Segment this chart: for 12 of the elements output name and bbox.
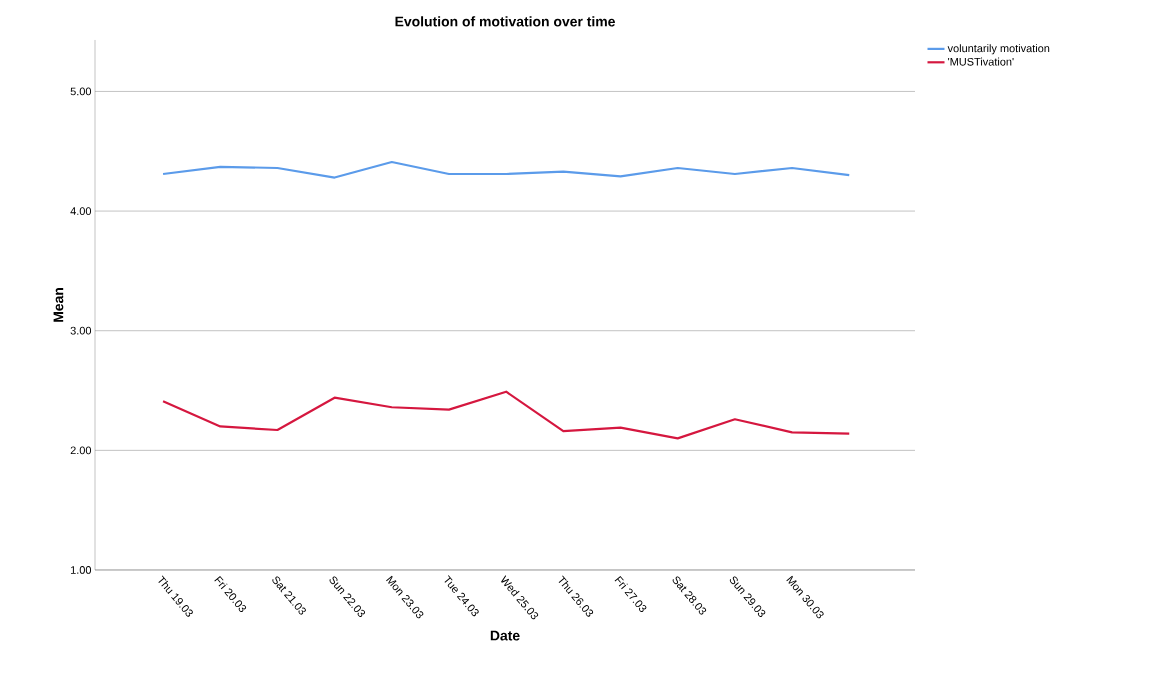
- y-tick-label: 3.00: [70, 326, 92, 335]
- legend-label: voluntarily motivation: [947, 44, 1050, 55]
- line-series: [161, 390, 851, 440]
- y-tick-label: 4.00: [70, 207, 92, 215]
- x-axis-title: Date: [490, 630, 520, 641]
- y-axis-title: Mean: [53, 288, 64, 322]
- legend-label: 'MUSTivation': [948, 57, 1014, 66]
- y-tick-label: 5.00: [70, 87, 92, 96]
- chart-title: Evolution of motivation over time: [395, 16, 615, 27]
- line-series: [161, 160, 851, 179]
- y-tick-label: 2.00: [70, 446, 92, 455]
- y-tick-label: 1.00: [70, 566, 92, 574]
